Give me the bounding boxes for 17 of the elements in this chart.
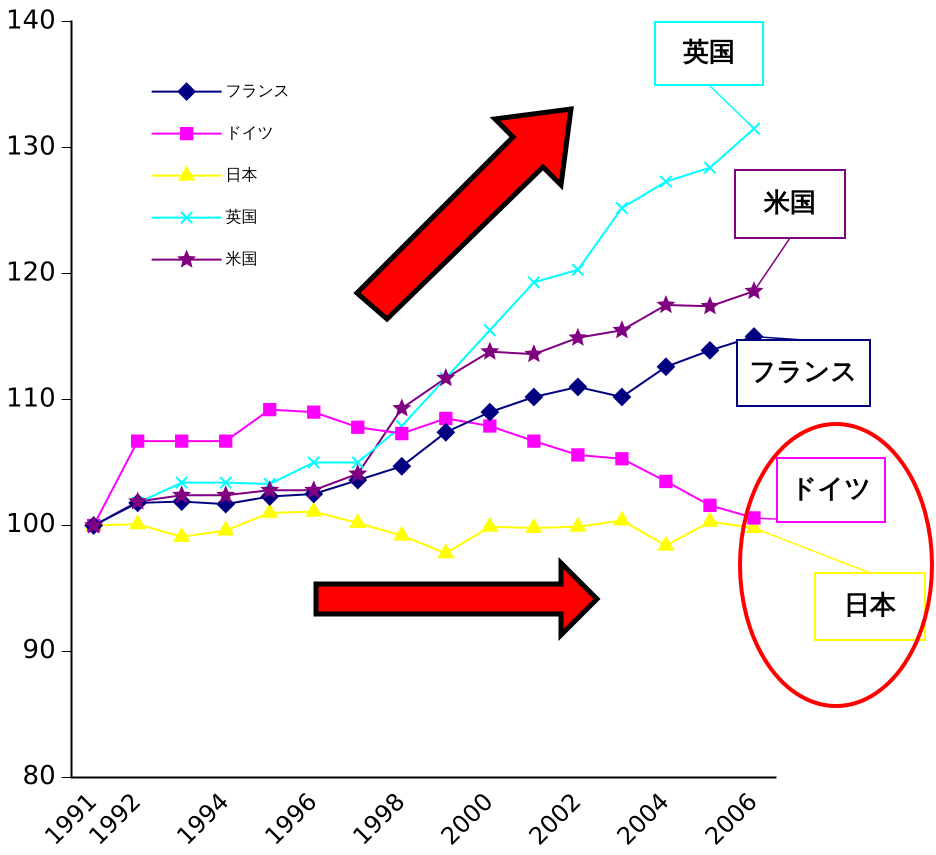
- legend-label: 日本: [226, 164, 258, 184]
- y-tick-label: 90: [22, 635, 56, 666]
- legend-label: 米国: [226, 248, 258, 268]
- legend-label: ドイツ: [226, 122, 274, 142]
- text: フランス: [750, 356, 858, 387]
- legend-label: 英国: [226, 206, 258, 226]
- y-tick-label: 100: [6, 509, 56, 540]
- y-tick-label: 130: [6, 131, 56, 162]
- y-tick-label: 110: [6, 383, 56, 414]
- text: ドイツ: [790, 474, 872, 504]
- y-tick-label: 120: [6, 257, 56, 288]
- text: 日本: [844, 590, 896, 620]
- legend-label: フランス: [226, 80, 290, 100]
- y-tick-label: 80: [22, 761, 56, 792]
- text: 英国: [683, 37, 735, 68]
- y-tick-label: 140: [6, 5, 56, 36]
- text: 米国: [764, 188, 816, 218]
